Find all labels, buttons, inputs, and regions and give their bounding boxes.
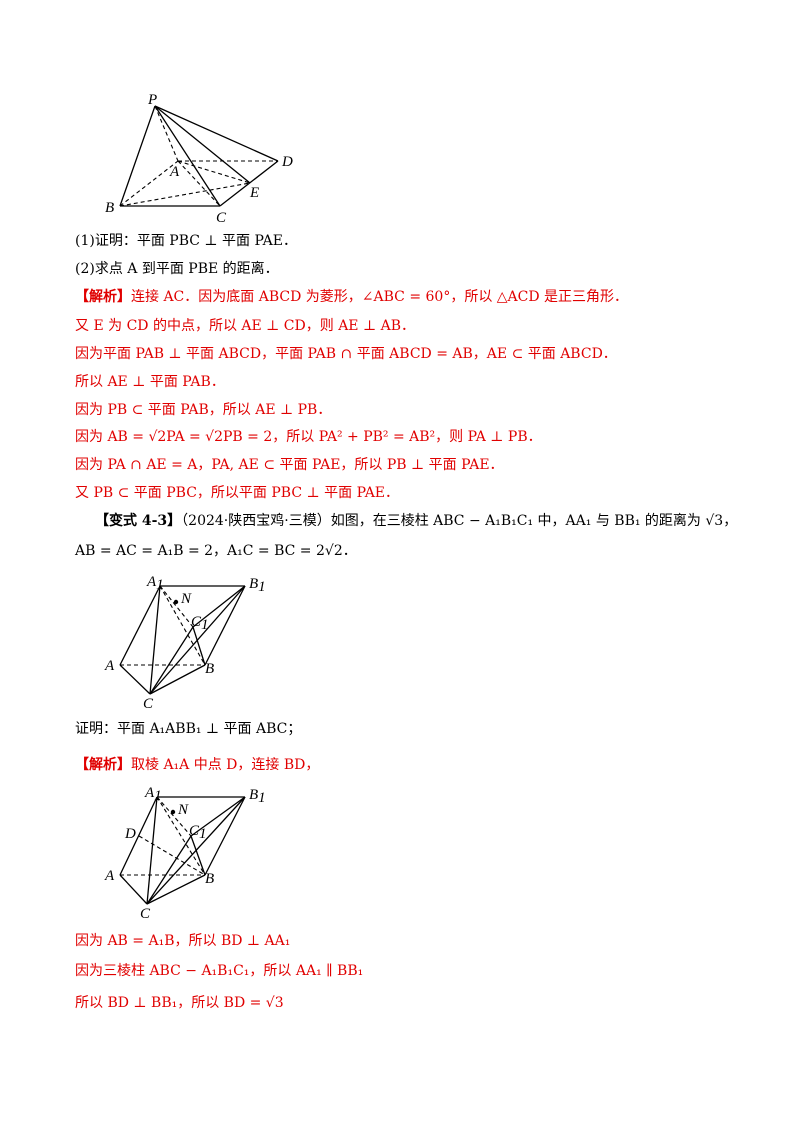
question-1: (1)证明：平面 PBC ⊥ 平面 PAE． bbox=[75, 233, 297, 249]
label-C: C bbox=[216, 210, 227, 226]
label-C1: C1 bbox=[189, 823, 207, 842]
label-E: E bbox=[249, 185, 259, 201]
solution-text-1: 连接 AC．因为底面 ABCD 为菱形，∠ABC = 60°，所以 △ACD 是… bbox=[131, 289, 629, 305]
solution-line-8: 又 PB ⊂ 平面 PBC，所以平面 PBC ⊥ 平面 PAE． bbox=[75, 485, 400, 501]
label-N: N bbox=[180, 591, 192, 607]
solution2-text-1: 取棱 A₁A 中点 D，连接 BD， bbox=[131, 757, 320, 773]
solution-tag: 【解析】 bbox=[75, 289, 131, 305]
solution2-line-1: 【解析】取棱 A₁A 中点 D，连接 BD， bbox=[75, 755, 319, 775]
label-D: D bbox=[124, 826, 136, 842]
solution3-line-2: 因为三棱柱 ABC − A₁B₁C₁，所以 AA₁ ∥ BB₁ bbox=[75, 963, 364, 979]
label-B1: B1 bbox=[249, 576, 266, 595]
label-A: A bbox=[104, 658, 115, 674]
solution-line-3: 因为平面 PAB ⊥ 平面 ABCD，平面 PAB ∩ 平面 ABCD = AB… bbox=[75, 346, 617, 362]
variant-tag: 【变式 4-3】 bbox=[95, 513, 182, 529]
solution-line-1: 【解析】连接 AC．因为底面 ABCD 为菱形，∠ABC = 60°，所以 △A… bbox=[75, 287, 628, 307]
variant-source: （2024·陕西宝鸡·三模） bbox=[181, 513, 331, 529]
solution3-line-1: 因为 AB = A₁B，所以 BD ⊥ AA₁ bbox=[75, 933, 291, 949]
label-N: N bbox=[177, 802, 189, 818]
variant-text: 如图，在三棱柱 ABC − A₁B₁C₁ 中，AA₁ 与 BB₁ 的距离为 √3… bbox=[330, 513, 738, 529]
variant-line: 【变式 4-3】（2024·陕西宝鸡·三模）如图，在三棱柱 ABC − A₁B₁… bbox=[95, 511, 737, 531]
prism-figure-2: A1 B1 N C1 D A B C bbox=[104, 784, 275, 922]
label-A: A bbox=[169, 164, 180, 180]
label-B: B bbox=[205, 871, 214, 887]
question-2: (2)求点 A 到平面 PBE 的距离． bbox=[75, 261, 279, 277]
label-B: B bbox=[105, 200, 114, 216]
solution-line-7: 因为 PA ∩ AE = A，PA, AE ⊂ 平面 PAE，所以 PB ⊥ 平… bbox=[75, 457, 504, 473]
label-C: C bbox=[140, 906, 151, 922]
label-A1: A1 bbox=[144, 785, 162, 804]
label-A: A bbox=[104, 868, 115, 884]
label-D: D bbox=[281, 154, 293, 170]
solution-line-6: 因为 AB = √2PA = √2PB = 2，所以 PA² + PB² = A… bbox=[75, 429, 542, 445]
label-A1: A1 bbox=[146, 574, 164, 593]
solution-line-2: 又 E 为 CD 的中点，所以 AE ⊥ CD，则 AE ⊥ AB． bbox=[75, 318, 415, 334]
label-B: B bbox=[205, 661, 214, 677]
label-C1: C1 bbox=[191, 614, 209, 633]
prove-statement: 证明：平面 A₁ABB₁ ⊥ 平面 ABC； bbox=[75, 721, 302, 737]
solution2-tag: 【解析】 bbox=[75, 757, 131, 773]
label-P: P bbox=[147, 92, 157, 108]
solution-line-5: 因为 PB ⊂ 平面 PAB，所以 AE ⊥ PB． bbox=[75, 402, 332, 418]
label-C: C bbox=[143, 696, 154, 712]
label-B1: B1 bbox=[249, 787, 266, 806]
prism-figure: A1 B1 N C1 A B C bbox=[104, 572, 275, 712]
solution3-line-3: 所以 BD ⊥ BB₁，所以 BD = √3 bbox=[75, 995, 284, 1011]
pyramid-figure: P A B C D E bbox=[100, 92, 310, 226]
variant-conditions: AB = AC = A₁B = 2，A₁C = BC = 2√2． bbox=[75, 543, 357, 559]
solution-line-4: 所以 AE ⊥ 平面 PAB． bbox=[75, 374, 225, 390]
